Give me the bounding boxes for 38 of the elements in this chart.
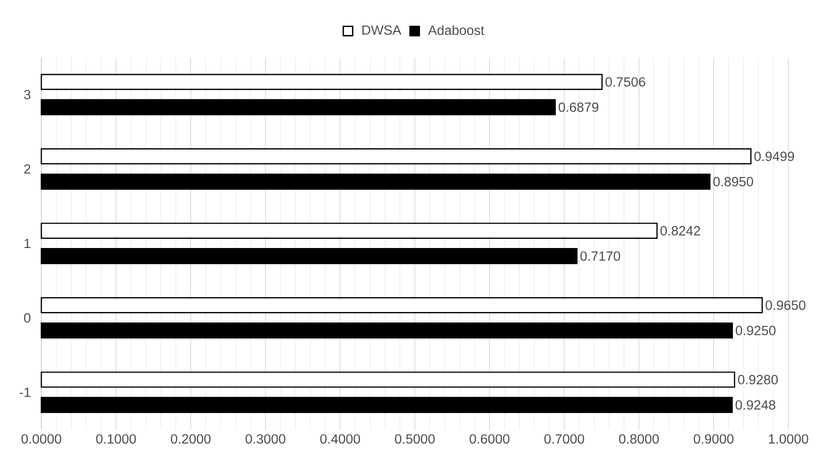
data-label: 0.9250 [736, 326, 776, 336]
legend-label: Adaboost [428, 25, 484, 36]
x-tick-label: 0.4000 [320, 434, 360, 444]
data-label: 0.6879 [558, 102, 598, 112]
x-tick-label: 0.5000 [394, 434, 435, 444]
bar [40, 322, 733, 339]
bar [40, 222, 658, 240]
y-tick-label: 1 [24, 239, 30, 248]
y-tick-label: -1 [20, 388, 30, 398]
data-label: 0.9650 [766, 300, 806, 310]
bar [40, 297, 763, 314]
bar [40, 174, 710, 190]
x-tick-label: 0.6000 [470, 434, 510, 444]
data-label: 0.8950 [713, 177, 754, 187]
x-tick-label: 0.0000 [21, 434, 62, 444]
bar [40, 148, 752, 165]
x-tick-label: 0.8000 [619, 434, 659, 444]
x-tick-label: 0.9000 [694, 434, 734, 444]
bar [40, 248, 578, 264]
data-label: 0.9248 [736, 400, 776, 410]
y-tick-label: 0 [24, 313, 30, 323]
bar [40, 74, 603, 90]
data-label: 0.7506 [605, 77, 646, 87]
x-tick-label: 0.3000 [246, 434, 286, 444]
legend-label: DWSA [362, 26, 402, 36]
bar [40, 372, 736, 388]
x-tick-label: 0.2000 [170, 434, 211, 444]
y-tick-label: 2 [24, 164, 30, 174]
data-label: 0.9499 [754, 152, 794, 162]
x-tick-label: 1.0000 [768, 434, 808, 444]
x-tick-label: 0.1000 [96, 434, 136, 444]
data-label: 0.9280 [738, 375, 778, 385]
data-label: 0.8242 [660, 226, 700, 236]
bar [40, 397, 733, 414]
bar [40, 99, 556, 116]
x-tick-label: 0.7000 [544, 434, 584, 444]
y-tick-label: 3 [24, 90, 30, 100]
data-label: 0.7170 [580, 252, 620, 262]
